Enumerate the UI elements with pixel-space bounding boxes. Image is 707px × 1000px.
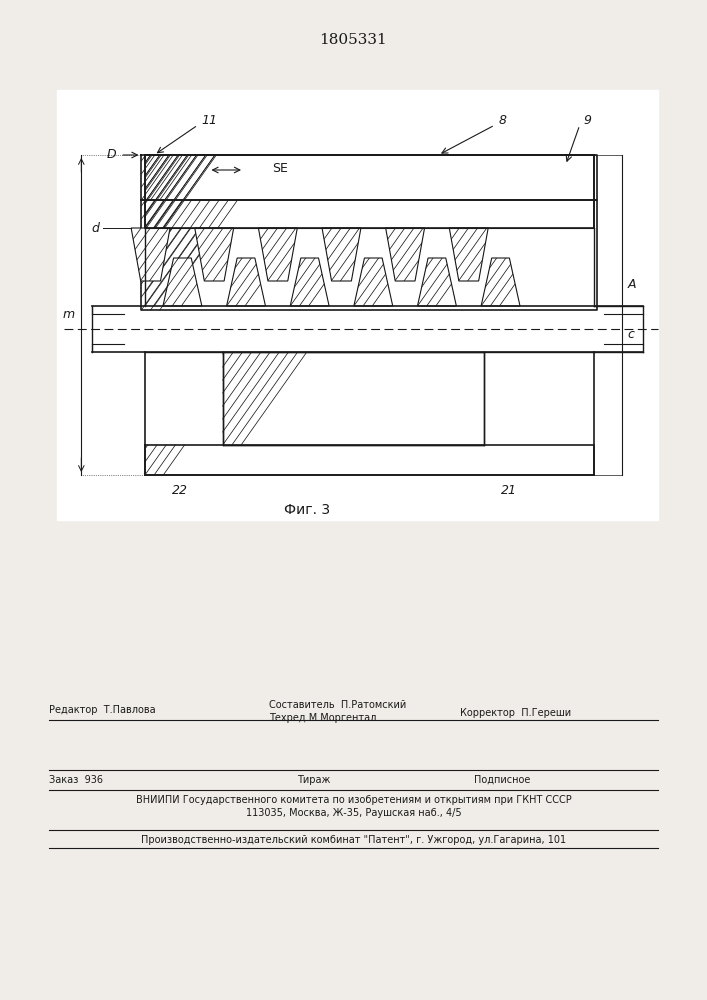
Polygon shape bbox=[145, 155, 594, 228]
Polygon shape bbox=[481, 258, 520, 306]
Text: 1805331: 1805331 bbox=[320, 33, 387, 47]
Text: A: A bbox=[628, 278, 636, 292]
Polygon shape bbox=[92, 285, 636, 355]
Polygon shape bbox=[131, 228, 170, 281]
Text: Подписное: Подписное bbox=[474, 775, 530, 785]
Text: D: D bbox=[107, 148, 117, 161]
Polygon shape bbox=[163, 258, 202, 306]
Polygon shape bbox=[258, 228, 297, 281]
Polygon shape bbox=[386, 228, 424, 281]
Polygon shape bbox=[386, 228, 424, 281]
Text: ВНИИПИ Государственного комитета по изобретениям и открытиям при ГКНТ СССР: ВНИИПИ Государственного комитета по изоб… bbox=[136, 795, 571, 805]
Text: c: c bbox=[628, 328, 635, 342]
Text: Корректор  П.Гереши: Корректор П.Гереши bbox=[460, 708, 571, 718]
Polygon shape bbox=[290, 258, 329, 306]
Polygon shape bbox=[322, 228, 361, 281]
Text: Техред М.Моргентал: Техред М.Моргентал bbox=[269, 713, 376, 723]
Text: Тираж: Тираж bbox=[297, 775, 330, 785]
Polygon shape bbox=[449, 228, 488, 281]
Polygon shape bbox=[290, 258, 329, 306]
Polygon shape bbox=[163, 258, 202, 306]
Text: 21: 21 bbox=[501, 484, 517, 496]
Polygon shape bbox=[92, 306, 643, 352]
Polygon shape bbox=[145, 228, 594, 306]
Polygon shape bbox=[226, 258, 265, 306]
Polygon shape bbox=[322, 228, 361, 281]
Text: 11: 11 bbox=[201, 113, 218, 126]
Text: 8: 8 bbox=[498, 113, 506, 126]
Text: d: d bbox=[91, 222, 99, 234]
Polygon shape bbox=[481, 258, 520, 306]
Polygon shape bbox=[141, 205, 597, 310]
Polygon shape bbox=[258, 228, 297, 281]
Polygon shape bbox=[57, 90, 658, 520]
Polygon shape bbox=[354, 258, 392, 306]
Text: m: m bbox=[62, 308, 74, 322]
Polygon shape bbox=[131, 228, 170, 281]
Text: Заказ  936: Заказ 936 bbox=[49, 775, 103, 785]
Polygon shape bbox=[417, 258, 457, 306]
Text: 113035, Москва, Ж-35, Раушская наб., 4/5: 113035, Москва, Ж-35, Раушская наб., 4/5 bbox=[246, 808, 461, 818]
Text: Производственно-издательский комбинат "Патент", г. Ужгород, ул.Гагарина, 101: Производственно-издательский комбинат "П… bbox=[141, 835, 566, 845]
Polygon shape bbox=[226, 258, 265, 306]
Text: 22: 22 bbox=[173, 484, 188, 496]
Text: 9: 9 bbox=[583, 113, 591, 126]
Polygon shape bbox=[484, 352, 594, 445]
Polygon shape bbox=[194, 228, 233, 281]
Text: Редактор  Т.Павлова: Редактор Т.Павлова bbox=[49, 705, 156, 715]
Polygon shape bbox=[194, 228, 233, 281]
Text: Фиг. 3: Фиг. 3 bbox=[284, 503, 331, 517]
Polygon shape bbox=[417, 258, 457, 306]
Polygon shape bbox=[145, 352, 223, 445]
Polygon shape bbox=[354, 258, 392, 306]
Polygon shape bbox=[449, 228, 488, 281]
Text: SE: SE bbox=[272, 161, 288, 174]
Text: Составитель  П.Ратомский: Составитель П.Ратомский bbox=[269, 700, 406, 710]
